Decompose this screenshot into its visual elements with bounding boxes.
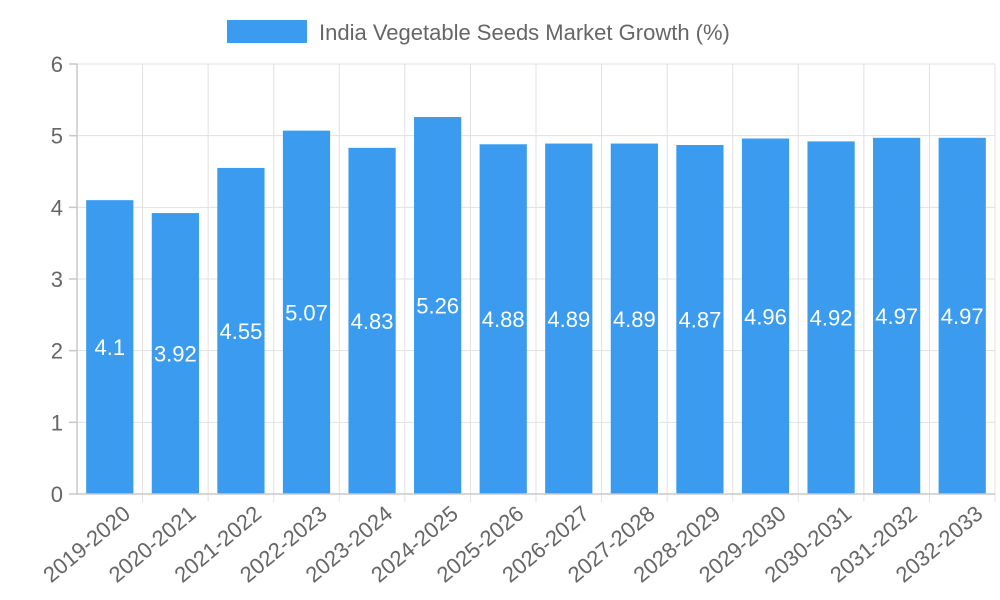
y-tick-label: 3 bbox=[51, 267, 63, 292]
data-label: 4.89 bbox=[613, 307, 656, 332]
data-label: 5.07 bbox=[285, 300, 328, 325]
y-axis-ticks: 0 1 2 3 4 5 6 bbox=[51, 52, 77, 507]
bar-2032-2033[interactable] bbox=[938, 137, 986, 495]
data-label: 4.92 bbox=[810, 306, 853, 331]
bar-2026-2027[interactable] bbox=[545, 143, 593, 495]
bar-2027-2028[interactable] bbox=[610, 143, 658, 495]
bar-2025-2026[interactable] bbox=[479, 144, 527, 494]
y-tick-label: 2 bbox=[51, 339, 63, 364]
legend-label: India Vegetable Seeds Market Growth (%) bbox=[319, 20, 730, 45]
legend[interactable]: India Vegetable Seeds Market Growth (%) bbox=[227, 20, 730, 45]
data-label: 4.97 bbox=[941, 304, 984, 329]
y-tick-label: 4 bbox=[51, 195, 63, 220]
data-labels: 4.1 3.92 4.55 5.07 4.83 5.26 4.88 4.89 4.89 4.87 4… bbox=[94, 294, 983, 367]
bar-2029-2030[interactable] bbox=[741, 138, 790, 495]
bar-2024-2025[interactable] bbox=[414, 117, 462, 495]
bar-2021-2022[interactable] bbox=[217, 167, 265, 494]
x-axis-ticks: 2019-20202020-20212021-20222022-20232023… bbox=[38, 501, 987, 588]
data-label: 4.89 bbox=[547, 307, 590, 332]
x-gridlines bbox=[142, 64, 996, 502]
data-label: 4.83 bbox=[351, 309, 394, 334]
legend-swatch bbox=[227, 20, 307, 43]
bar-2022-2023[interactable] bbox=[282, 130, 331, 494]
bars bbox=[86, 117, 986, 495]
data-label: 4.87 bbox=[679, 307, 722, 332]
bar-2028-2029[interactable] bbox=[676, 144, 724, 494]
data-label: 4.88 bbox=[482, 307, 525, 332]
y-tick-label: 0 bbox=[51, 482, 63, 507]
bar-2020-2021[interactable] bbox=[151, 213, 199, 495]
data-label: 5.26 bbox=[416, 294, 459, 319]
data-label: 4.97 bbox=[875, 304, 918, 329]
bar-2030-2031[interactable] bbox=[807, 141, 855, 494]
y-tick-label: 6 bbox=[51, 52, 63, 77]
data-label: 4.1 bbox=[94, 335, 125, 360]
y-tick-label: 1 bbox=[51, 410, 63, 435]
data-label: 4.96 bbox=[744, 304, 787, 329]
y-tick-label: 5 bbox=[51, 124, 63, 149]
data-label: 4.55 bbox=[220, 319, 263, 344]
bar-2031-2032[interactable] bbox=[873, 137, 921, 495]
bar-2023-2024[interactable] bbox=[348, 147, 396, 494]
bar-2019-2020[interactable] bbox=[86, 200, 134, 494]
data-label: 3.92 bbox=[154, 342, 197, 367]
